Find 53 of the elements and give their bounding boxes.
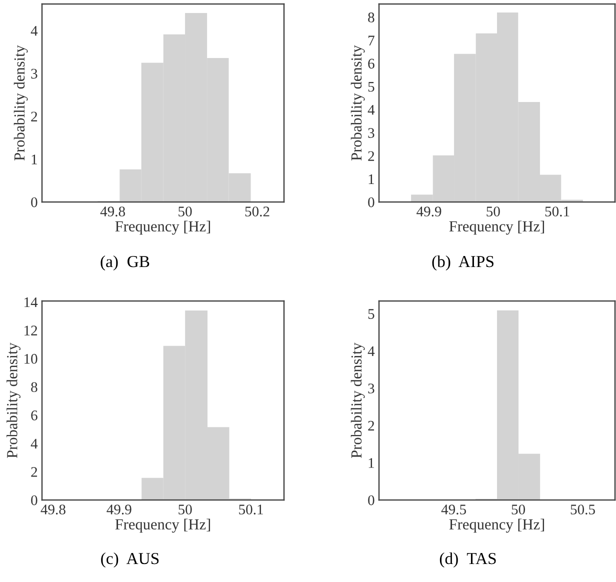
y-tick-label: 2 <box>31 467 38 477</box>
x-axis-title: Frequency [Hz] <box>449 220 544 235</box>
y-tick-label: 0 <box>31 197 38 208</box>
y-tick-label: 2 <box>31 112 38 122</box>
y-tick-label: 3 <box>368 128 374 138</box>
x-tick-label: 50.1 <box>239 504 263 514</box>
x-tick-label: 50 <box>512 504 526 514</box>
x-tick-label: 49.8 <box>100 206 125 216</box>
y-tick-label: 2 <box>368 151 374 161</box>
x-tick-label: 49.9 <box>416 206 442 216</box>
y-tick-label: 1 <box>32 154 37 164</box>
y-tick-label: 6 <box>31 410 38 420</box>
x-tick-label: 49.8 <box>40 504 66 514</box>
y-tick-label: 6 <box>368 58 374 69</box>
y-tick-label: 4 <box>30 438 38 448</box>
y-tick-label: 0 <box>368 197 374 208</box>
x-tick-label: 50 <box>178 206 192 216</box>
y-axis-title: Probability density <box>6 342 20 458</box>
x-axis-title: Frequency [Hz] <box>449 518 544 533</box>
y-tick-label: 0 <box>31 495 38 506</box>
y-tick-label: 12 <box>24 326 38 336</box>
y-axis-title: Probability density <box>14 45 28 160</box>
x-tick-label: 50 <box>178 504 192 514</box>
y-tick-label: 1 <box>368 174 374 184</box>
x-tick-label: 50.5 <box>570 504 595 514</box>
y-tick-label: 1 <box>368 458 374 468</box>
y-tick-label: 5 <box>368 82 374 92</box>
y-tick-label: 2 <box>368 420 374 431</box>
x-tick-label: 50.2 <box>245 206 270 216</box>
x-axis-title: Frequency [Hz] <box>115 220 210 235</box>
y-tick-label: 7 <box>368 36 374 46</box>
y-tick-label: 3 <box>31 68 38 79</box>
y-tick-label: 10 <box>24 354 38 364</box>
y-tick-label: 0 <box>368 495 374 506</box>
text: (a) GB <box>100 255 150 271</box>
y-axis-title: Probability density <box>350 45 365 160</box>
x-tick-label: 50 <box>486 206 500 216</box>
x-axis-title: Frequency [Hz] <box>115 518 210 533</box>
y-tick-label: 8 <box>31 382 38 392</box>
x-tick-label: 49.9 <box>106 504 132 514</box>
x-tick-label: 50.1 <box>545 206 570 216</box>
y-tick-label: 4 <box>368 105 375 115</box>
text: (b) AIPS <box>432 255 494 271</box>
y-tick-label: 4 <box>368 346 375 356</box>
y-axis-title: Probability density <box>350 342 365 458</box>
text: (c) AUS <box>101 552 159 568</box>
text: (d) TAS <box>440 552 496 568</box>
x-tick-label: 49.5 <box>441 504 466 514</box>
y-tick-label: 14 <box>24 297 38 308</box>
y-tick-label: 3 <box>368 384 374 394</box>
y-tick-label: 5 <box>368 309 374 319</box>
y-tick-label: 8 <box>368 12 374 22</box>
y-tick-label: 4 <box>30 26 38 36</box>
